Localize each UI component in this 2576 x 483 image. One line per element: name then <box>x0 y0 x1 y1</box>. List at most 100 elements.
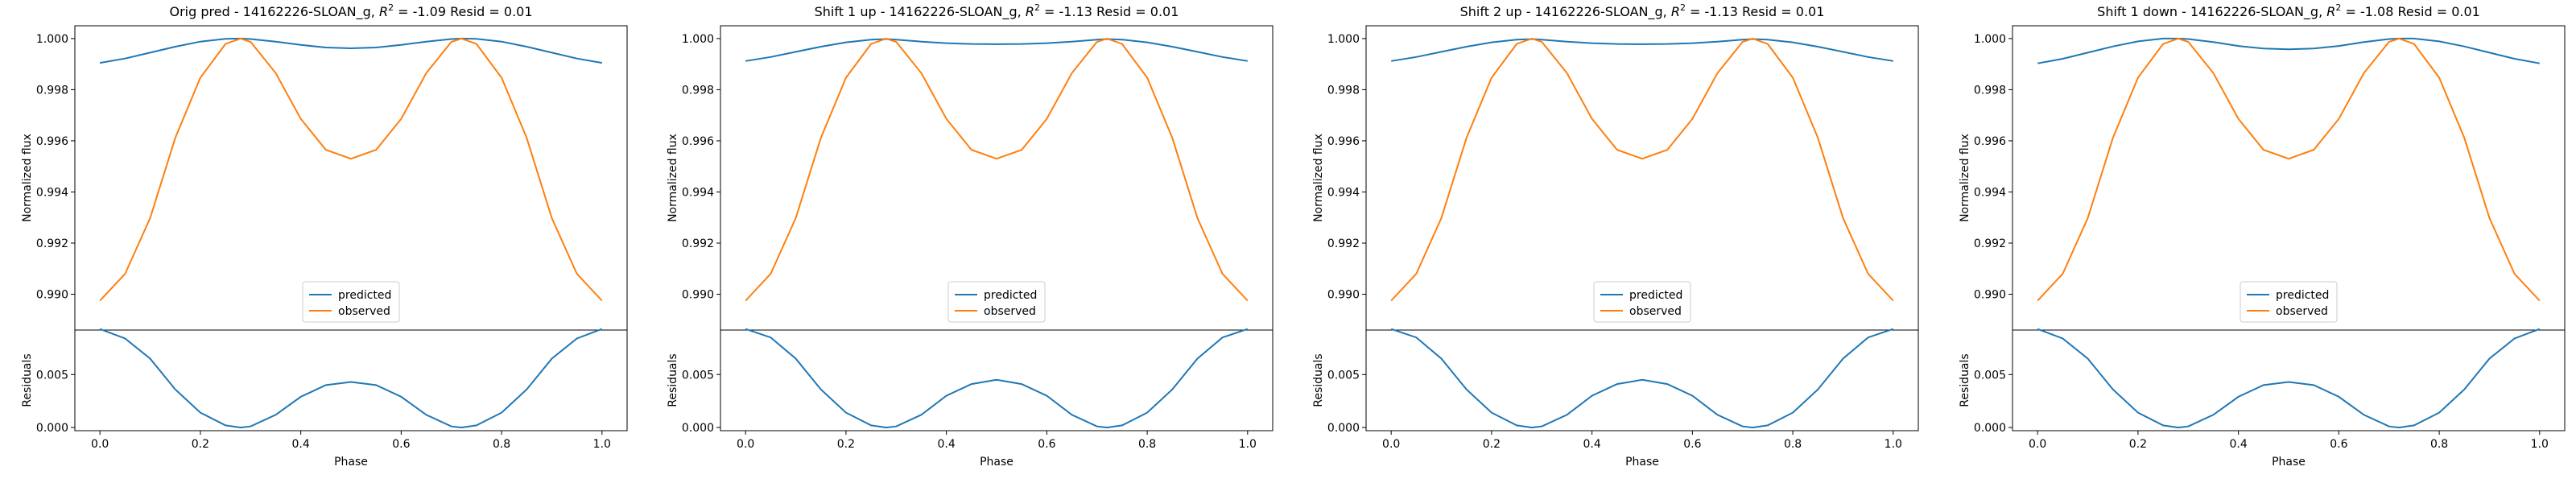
y-tick-label: 0.992 <box>1974 237 2006 250</box>
y-tick-label: 0.992 <box>36 237 68 250</box>
resid-axis-label: Residuals <box>1312 353 1325 407</box>
resid-axis-label: Residuals <box>1959 353 1971 407</box>
y-tick-label: 0.990 <box>1974 289 2006 302</box>
y-tick-label: 0.990 <box>1327 289 1360 302</box>
resid-tick-label: 0.000 <box>36 422 68 435</box>
x-tick-label: 0.0 <box>91 438 109 451</box>
x-tick-label: 0.6 <box>1038 438 1055 451</box>
series-line-predicted <box>2037 39 2540 64</box>
resid-tick-label: 0.000 <box>682 422 714 435</box>
y-tick-label: 1.000 <box>1974 33 2006 46</box>
y-tick-label: 0.994 <box>1327 186 1360 199</box>
series-line-observed <box>2037 39 2540 301</box>
y-tick-label: 0.998 <box>1974 84 2006 97</box>
x-tick-label: 0.8 <box>493 438 510 451</box>
series-line-observed <box>1391 39 1893 301</box>
x-tick-label: 0.2 <box>1483 438 1501 451</box>
y-tick-label: 0.996 <box>1327 135 1360 148</box>
y-tick-label: 0.994 <box>682 186 714 199</box>
residual-line <box>2037 329 2540 427</box>
legend-label-predicted: predicted <box>338 289 391 302</box>
x-tick-label: 1.0 <box>1239 438 1257 451</box>
subplot-3: Shift 2 up - 14162226-SLOAN_g, R2 = -1.1… <box>1312 2 1918 469</box>
x-tick-label: 0.0 <box>2029 438 2046 451</box>
legend: predicted observed <box>1594 282 1690 322</box>
x-tick-label: 0.2 <box>2129 438 2147 451</box>
x-axis-label: Phase <box>980 456 1013 469</box>
x-axis-label: Phase <box>2272 456 2306 469</box>
x-tick-label: 0.4 <box>292 438 310 451</box>
residual-line <box>1391 329 1893 427</box>
resid-tick-label: 0.005 <box>1327 369 1360 382</box>
series-line-observed <box>745 39 1248 301</box>
legend-label-observed: observed <box>1629 305 1682 318</box>
subplot-title: Orig pred - 14162226-SLOAN_g, R2 = -1.09… <box>169 2 532 20</box>
x-tick-label: 0.4 <box>1583 438 1601 451</box>
y-tick-label: 1.000 <box>1327 33 1360 46</box>
y-tick-label: 0.996 <box>36 135 68 148</box>
x-tick-label: 0.2 <box>192 438 209 451</box>
x-tick-label: 0.4 <box>2230 438 2248 451</box>
x-tick-label: 0.6 <box>392 438 410 451</box>
legend: predicted observed <box>948 282 1045 322</box>
legend-label-predicted: predicted <box>984 289 1037 302</box>
resid-axis-label: Residuals <box>667 353 679 407</box>
subplot-2: Shift 1 up - 14162226-SLOAN_g, R2 = -1.1… <box>667 2 1273 469</box>
resid-axis-label: Residuals <box>21 353 34 407</box>
resid-tick-label: 0.000 <box>1327 422 1360 435</box>
legend: predicted observed <box>303 282 399 322</box>
resid-axes-frame <box>2013 330 2565 431</box>
legend: predicted observed <box>2240 282 2337 322</box>
x-tick-label: 0.6 <box>2330 438 2347 451</box>
subplot-title: Shift 2 up - 14162226-SLOAN_g, R2 = -1.1… <box>1460 2 1825 20</box>
x-tick-label: 0.0 <box>1382 438 1400 451</box>
flux-axis-label: Normalized flux <box>1959 134 1971 222</box>
flux-axis-label: Normalized flux <box>21 134 34 222</box>
y-tick-label: 0.998 <box>1327 84 1360 97</box>
y-tick-label: 0.994 <box>1974 186 2006 199</box>
legend-label-observed: observed <box>984 305 1036 318</box>
series-line-predicted <box>1391 39 1893 61</box>
resid-tick-label: 0.005 <box>1974 369 2006 382</box>
x-tick-label: 0.8 <box>1138 438 1156 451</box>
subplot-4: Shift 1 down - 14162226-SLOAN_g, R2 = -1… <box>1959 2 2565 469</box>
x-tick-label: 1.0 <box>593 438 611 451</box>
legend-label-predicted: predicted <box>2276 289 2329 302</box>
resid-tick-label: 0.005 <box>682 369 714 382</box>
residual-line <box>100 329 602 427</box>
series-line-predicted <box>745 39 1248 61</box>
legend-label-observed: observed <box>2276 305 2328 318</box>
resid-tick-label: 0.005 <box>36 369 68 382</box>
residual-line <box>745 329 1248 427</box>
y-tick-label: 0.990 <box>36 289 68 302</box>
series-line-observed <box>100 39 602 301</box>
legend-label-observed: observed <box>338 305 390 318</box>
x-axis-label: Phase <box>334 456 368 469</box>
x-tick-label: 0.4 <box>938 438 956 451</box>
subplot-1: Orig pred - 14162226-SLOAN_g, R2 = -1.09… <box>21 2 627 469</box>
y-tick-label: 1.000 <box>36 33 68 46</box>
resid-axes-frame <box>75 330 627 431</box>
legend-label-predicted: predicted <box>1629 289 1682 302</box>
y-tick-label: 0.992 <box>682 237 714 250</box>
resid-tick-label: 0.000 <box>1974 422 2006 435</box>
x-tick-label: 0.8 <box>2430 438 2448 451</box>
y-tick-label: 1.000 <box>682 33 714 46</box>
x-tick-label: 0.2 <box>837 438 855 451</box>
x-tick-label: 1.0 <box>2531 438 2549 451</box>
x-axis-label: Phase <box>1625 456 1659 469</box>
flux-axis-label: Normalized flux <box>667 134 679 222</box>
series-line-predicted <box>100 39 602 63</box>
flux-axis-label: Normalized flux <box>1312 134 1325 222</box>
y-tick-label: 0.994 <box>36 186 68 199</box>
x-tick-label: 1.0 <box>1885 438 1902 451</box>
y-tick-label: 0.996 <box>1974 135 2006 148</box>
y-tick-label: 0.992 <box>1327 237 1360 250</box>
y-tick-label: 0.996 <box>682 135 714 148</box>
x-tick-label: 0.6 <box>1683 438 1701 451</box>
x-tick-label: 0.0 <box>737 438 754 451</box>
subplot-title: Shift 1 up - 14162226-SLOAN_g, R2 = -1.1… <box>815 2 1179 20</box>
y-tick-label: 0.998 <box>36 84 68 97</box>
y-tick-label: 0.990 <box>682 289 714 302</box>
